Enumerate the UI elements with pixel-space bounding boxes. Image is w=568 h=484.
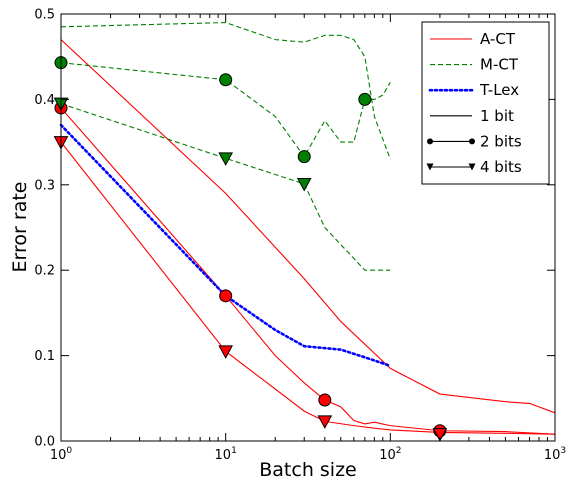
y-tick-label: 0.1 bbox=[34, 349, 55, 364]
marker-a-ct-2-bits bbox=[318, 393, 332, 407]
legend-marker-triangle bbox=[426, 163, 434, 171]
x-axis-label: Batch size bbox=[259, 459, 357, 481]
legend-marker-circle bbox=[469, 138, 475, 145]
series-line-m-ct-4-bits bbox=[60, 103, 391, 271]
marker-m-ct-2-bits bbox=[297, 150, 311, 164]
legend: A-CT M-CT T-Lex 1 bit 2 bits 4 bits bbox=[421, 21, 550, 185]
marker-a-ct-4-bits bbox=[317, 415, 333, 429]
x-tick-label: 102 bbox=[379, 446, 401, 463]
legend-label: T-Lex bbox=[479, 81, 519, 99]
marker-a-ct-2-bits bbox=[219, 289, 233, 303]
legend-frame bbox=[421, 21, 550, 185]
legend-marker-circle bbox=[427, 138, 433, 145]
legend-label: 1 bit bbox=[480, 107, 514, 125]
marker-m-ct-2-bits bbox=[358, 92, 372, 106]
marker-layer bbox=[53, 56, 448, 442]
x-tick-label: 101 bbox=[215, 446, 237, 463]
y-tick-label: 0.0 bbox=[34, 435, 55, 450]
marker-m-ct-4-bits bbox=[218, 152, 234, 166]
series-layer bbox=[59, 21, 556, 435]
y-axis-label: Error rate bbox=[9, 182, 31, 273]
series-line-a-ct-1-bit bbox=[60, 39, 556, 414]
series-line-m-ct-1-bit bbox=[60, 21, 391, 160]
series-line-m-ct-2-bits bbox=[60, 62, 391, 158]
marker-m-ct-4-bits bbox=[296, 177, 312, 192]
y-tick-label: 0.2 bbox=[34, 264, 55, 279]
plot-frame bbox=[60, 13, 556, 442]
marker-a-ct-4-bits bbox=[432, 428, 448, 442]
legend-marker-triangle bbox=[468, 163, 476, 171]
marker-m-ct-2-bits bbox=[219, 73, 233, 87]
x-tick-label: 100 bbox=[50, 446, 73, 463]
legend-label: 2 bits bbox=[480, 132, 522, 150]
marker-a-ct-4-bits bbox=[218, 345, 234, 359]
legend-label: A-CT bbox=[480, 30, 516, 48]
y-tick-label: 0.4 bbox=[34, 93, 55, 108]
y-tick-label: 0.3 bbox=[34, 178, 55, 193]
x-tick-label: 103 bbox=[544, 446, 566, 463]
tick-layer: 100 101 102 103 0.0 0.1 0.2 0.3 0.4 0.5 bbox=[34, 8, 566, 464]
legend-label: 4 bits bbox=[480, 158, 522, 176]
legend-label: M-CT bbox=[480, 56, 519, 74]
y-tick-label: 0.5 bbox=[34, 8, 55, 23]
series-line-a-ct-4-bits bbox=[60, 141, 556, 435]
